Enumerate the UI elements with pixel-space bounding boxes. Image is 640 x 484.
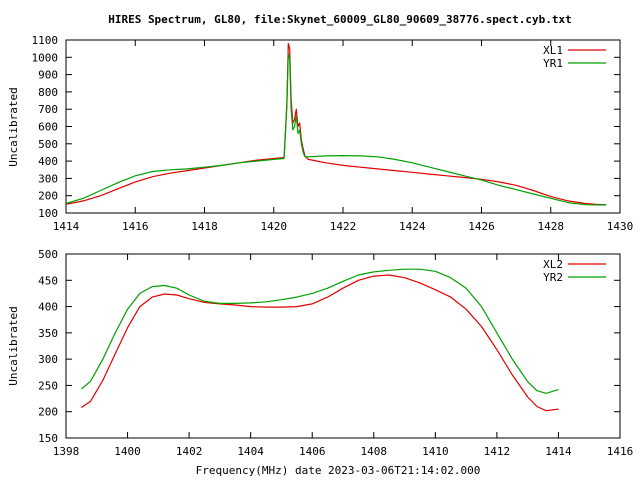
x-tick-label: 1422	[330, 220, 357, 233]
y-tick-label: 150	[38, 432, 58, 445]
y-axis-label: Uncalibrated	[7, 87, 20, 166]
legend-label: YR1	[543, 57, 563, 70]
series-line-yr2	[81, 268, 559, 394]
legend-label: XL1	[543, 44, 563, 57]
x-tick-label: 1408	[361, 445, 388, 458]
x-tick-label: 1400	[114, 445, 141, 458]
legend-label: YR2	[543, 271, 563, 284]
y-tick-label: 900	[38, 69, 58, 82]
x-tick-label: 1402	[176, 445, 203, 458]
x-tick-label: 1404	[237, 445, 264, 458]
x-tick-label: 1428	[538, 220, 565, 233]
y-tick-label: 200	[38, 406, 58, 419]
plot-frame	[65, 253, 621, 439]
x-tick-label: 1406	[299, 445, 326, 458]
top-panel: Uncalibrated 1414 1416 1418 1420 1422 1424 1426…	[7, 34, 633, 233]
x-tick-label: 1416	[607, 445, 634, 458]
y-tick-label: 1100	[32, 34, 59, 47]
legend-label: XL2	[543, 258, 563, 271]
series-line-xl2	[81, 274, 559, 412]
x-tick-label: 1426	[468, 220, 495, 233]
y-axis-label: Uncalibrated	[7, 306, 20, 385]
x-tick-label: 1414	[545, 445, 572, 458]
y-tick-label: 300	[38, 353, 58, 366]
x-tick-label: 1410	[422, 445, 449, 458]
x-tick-label: 1418	[191, 220, 218, 233]
y-tick-label: 400	[38, 155, 58, 168]
series-line-yr1	[65, 53, 607, 206]
x-tick-label: 1412	[484, 445, 511, 458]
y-tick-label: 100	[38, 207, 58, 220]
y-tick-label: 450	[38, 274, 58, 287]
y-tick-label: 200	[38, 190, 58, 203]
y-tick-label: 250	[38, 379, 58, 392]
series-line-xl1	[65, 42, 607, 206]
x-tick-label: 1420	[261, 220, 288, 233]
x-tick-label: 1414	[53, 220, 80, 233]
y-tick-label: 350	[38, 327, 58, 340]
y-tick-label: 1000	[32, 51, 59, 64]
y-tick-label: 700	[38, 103, 58, 116]
y-tick-label: 600	[38, 121, 58, 134]
x-tick-label: 1416	[122, 220, 149, 233]
y-tick-label: 500	[38, 248, 58, 261]
y-tick-label: 300	[38, 172, 58, 185]
y-tick-label: 800	[38, 86, 58, 99]
x-tick-label: 1398	[53, 445, 80, 458]
figure-title: HIRES Spectrum, GL80, file:Skynet_60009_…	[108, 13, 572, 26]
x-tick-label: 1430	[607, 220, 634, 233]
y-tick-label: 500	[38, 138, 58, 151]
y-tick-label: 400	[38, 301, 58, 314]
x-tick-label: 1424	[399, 220, 426, 233]
plot-frame	[65, 39, 621, 214]
bottom-panel: Uncalibrated 1398 1400 1402 1404 1406 1408 1410…	[7, 248, 633, 458]
x-axis-label: Frequency(MHz) date 2023-03-06T21:14:02.…	[196, 464, 481, 477]
